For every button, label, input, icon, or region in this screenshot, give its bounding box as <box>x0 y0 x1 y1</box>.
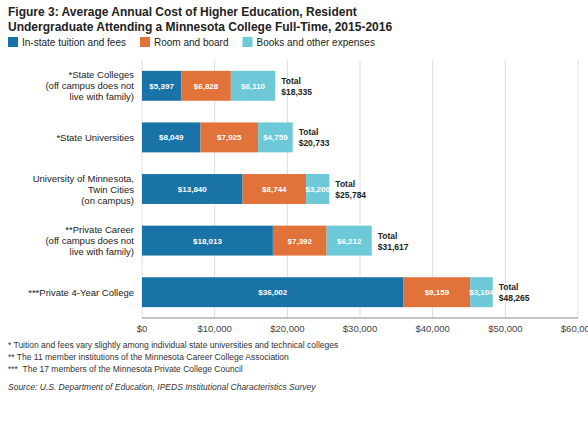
data-label: $7,392 <box>288 237 313 246</box>
total-label: $48,265 <box>499 293 530 303</box>
bar-segment <box>231 71 275 101</box>
bars <box>142 71 493 307</box>
bar-segment <box>273 226 327 256</box>
bar-segment <box>404 277 471 307</box>
total-title: Total <box>281 76 301 86</box>
source: Source: U.S. Department of Education, IP… <box>8 382 316 392</box>
footnote: *** The 17 members of the Minnesota Priv… <box>8 364 243 374</box>
tick-label: $50,000 <box>488 323 522 334</box>
chart: Figure 3: Average Annual Cost of Higher … <box>0 0 588 424</box>
grid-line <box>578 60 579 318</box>
data-label: $9,159 <box>425 288 450 297</box>
data-labels: $5,397$6,828$6,110Total$18,335$8,049$7,9… <box>149 76 529 303</box>
tick-label: $10,000 <box>197 323 231 334</box>
bar-segment <box>142 277 404 307</box>
footnote: * Tuition and fees vary slightly among i… <box>8 340 338 350</box>
tick-label: $40,000 <box>415 323 449 334</box>
data-label: $6,110 <box>241 82 266 91</box>
category-label: University of Minnesota,Twin Cities(on c… <box>33 173 135 206</box>
legend-label: Room and board <box>154 37 229 48</box>
data-label: $4,759 <box>263 133 288 142</box>
category-label: **Private Career(off campus does notlive… <box>45 224 134 257</box>
bar-segment <box>243 174 307 204</box>
total-title: Total <box>499 282 519 292</box>
legend: In-state tuition and fees Room and board B… <box>8 37 375 48</box>
title: Figure 3: Average Annual Cost of Higher … <box>8 5 357 19</box>
tick-label: $0 <box>137 323 148 334</box>
total-title: Total <box>378 231 398 241</box>
data-label: $8,049 <box>159 133 184 142</box>
total-label: $25,784 <box>335 190 366 200</box>
legend-swatch <box>242 37 252 47</box>
legend-swatch <box>140 37 150 47</box>
total-label: $18,335 <box>281 87 312 97</box>
subtitle: Undergraduate Attending a Minnesota Coll… <box>8 20 392 34</box>
data-label: $36,002 <box>258 288 287 297</box>
x-axis: $0 $10,000 $20,000 $30,000 $40,000 $50,000 $60… <box>137 60 588 334</box>
bar-segment <box>327 226 372 256</box>
total-label: $20,733 <box>299 138 330 148</box>
data-label: $8,744 <box>262 185 287 194</box>
tick-label: $20,000 <box>270 323 304 334</box>
legend-label: Books and other expenses <box>256 37 374 48</box>
category-label: ***Private 4-Year College <box>28 287 134 298</box>
bar-segment <box>142 122 200 152</box>
data-label: $5,397 <box>149 82 174 91</box>
tick-label: $30,000 <box>343 323 377 334</box>
total-title: Total <box>335 179 355 189</box>
data-label: $7,925 <box>217 133 242 142</box>
grid-line <box>505 60 506 318</box>
bar-segment <box>181 71 231 101</box>
legend-swatch <box>8 37 18 47</box>
category-label: *State Colleges(off campus does notlive … <box>45 69 134 102</box>
data-label: $3,104 <box>469 288 494 297</box>
bar-segment <box>142 71 181 101</box>
axis-line <box>142 318 578 319</box>
legend-label: In-state tuition and fees <box>22 37 126 48</box>
data-label: $6,212 <box>337 237 362 246</box>
data-label: $13,840 <box>178 185 207 194</box>
data-label: $18,013 <box>193 237 222 246</box>
total-title: Total <box>299 127 319 137</box>
bar-segment <box>200 122 258 152</box>
tick-label: $60,000 <box>561 323 588 334</box>
bar-segment <box>258 122 293 152</box>
footnote: ** The 11 member institutions of the Min… <box>8 352 289 362</box>
data-label: $3,200 <box>306 185 331 194</box>
total-label: $31,617 <box>378 242 409 252</box>
bar-segment <box>142 226 273 256</box>
bar-segment <box>142 174 243 204</box>
data-label: $6,828 <box>194 82 219 91</box>
category-label: *State Universities <box>56 132 134 143</box>
